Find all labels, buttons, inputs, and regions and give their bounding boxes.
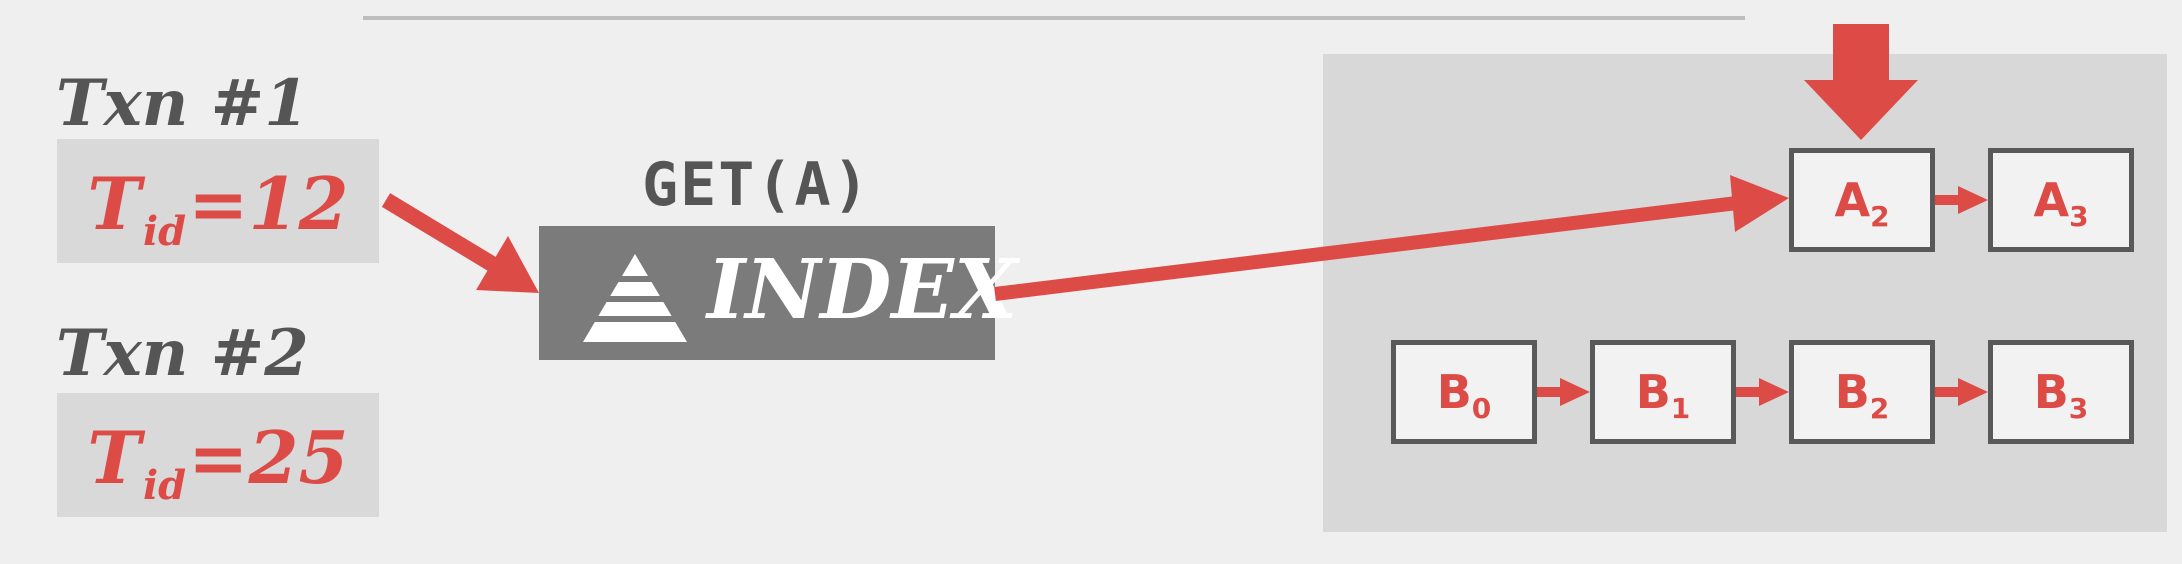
txn1-tid-box: Tid=12 bbox=[57, 139, 379, 263]
version-b0: B0 bbox=[1391, 340, 1537, 444]
version-b1: B1 bbox=[1590, 340, 1736, 444]
chain-arrow-b0-b1 bbox=[1537, 378, 1590, 406]
chain-arrow-b1-b2 bbox=[1736, 378, 1789, 406]
index-label: INDEX bbox=[707, 242, 1018, 338]
txn1-label: Txn #1 bbox=[56, 66, 309, 141]
txn1-tid: Tid=12 bbox=[87, 161, 349, 255]
index-pyramid-icon bbox=[575, 254, 695, 342]
operation-label: GET(A) bbox=[642, 150, 871, 220]
version-a2: A2 bbox=[1789, 148, 1935, 252]
chain-arrow-a2-a3 bbox=[1935, 186, 1988, 214]
chain-arrow-b2-b3 bbox=[1935, 378, 1988, 406]
txn2-tid-box: Tid=25 bbox=[57, 393, 379, 517]
version-a3: A3 bbox=[1988, 148, 2134, 252]
txn2-label: Txn #2 bbox=[56, 316, 309, 391]
version-storage-panel bbox=[1323, 54, 2167, 532]
txn2-tid: Tid=25 bbox=[87, 415, 349, 509]
version-b3: B3 bbox=[1988, 340, 2134, 444]
txn-to-index-arrow bbox=[381, 193, 539, 293]
index-box: INDEX bbox=[539, 226, 1018, 360]
version-b2: B2 bbox=[1789, 340, 1935, 444]
index-to-a2-arrow bbox=[994, 175, 1789, 301]
head-pointer-arrow bbox=[1804, 24, 1918, 140]
top-divider bbox=[363, 16, 1745, 20]
